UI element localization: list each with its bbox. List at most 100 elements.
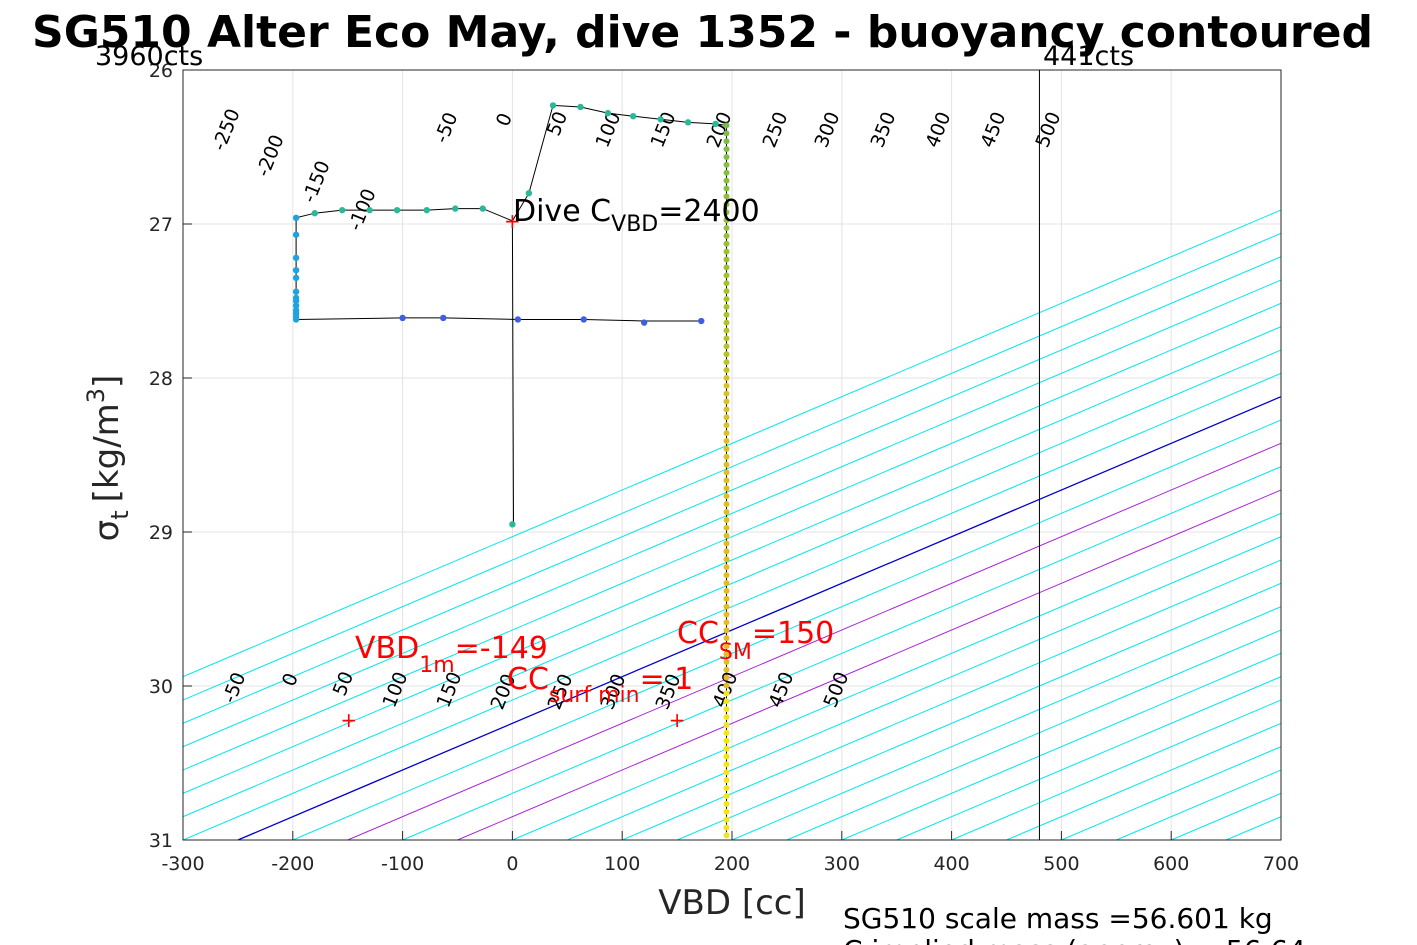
data-point bbox=[723, 256, 730, 263]
data-point bbox=[723, 122, 730, 129]
data-point bbox=[723, 437, 730, 444]
data-point bbox=[723, 374, 730, 381]
data-point bbox=[292, 307, 300, 314]
contour-line bbox=[237, 395, 1281, 840]
data-point bbox=[723, 761, 730, 768]
data-point bbox=[723, 595, 730, 602]
data-point bbox=[723, 800, 730, 807]
data-point bbox=[723, 146, 730, 153]
contour-line bbox=[512, 512, 1281, 840]
data-point bbox=[723, 414, 730, 421]
data-point bbox=[723, 485, 730, 492]
chart-title: SG510 Alter Eco May, dive 1352 - buoyanc… bbox=[32, 7, 1373, 58]
data-point bbox=[399, 314, 406, 322]
data-point bbox=[509, 521, 516, 528]
dive-cvbd-annotation: Dive CVBD=2400 bbox=[513, 194, 760, 237]
data-point bbox=[723, 351, 730, 358]
contour-line bbox=[731, 606, 1281, 840]
data-point bbox=[723, 398, 730, 405]
contour-label-top: -250 bbox=[208, 106, 245, 154]
contour-line bbox=[457, 489, 1281, 840]
data-point bbox=[723, 445, 730, 452]
y-axis-sup: 3 bbox=[82, 388, 110, 403]
data-point bbox=[723, 572, 730, 579]
x-tick-label: 400 bbox=[933, 853, 969, 875]
data-point bbox=[723, 643, 730, 650]
data-point bbox=[292, 214, 300, 222]
data-point bbox=[723, 824, 730, 831]
contour-line bbox=[1391, 70, 1417, 840]
x-tick-label: 700 bbox=[1263, 853, 1299, 875]
data-point bbox=[723, 453, 730, 460]
data-point bbox=[723, 714, 730, 721]
data-point bbox=[723, 232, 730, 239]
data-point bbox=[723, 579, 730, 586]
x-tick-label: 100 bbox=[604, 853, 640, 875]
contour-lines bbox=[183, 70, 1417, 840]
y-tick-label: 30 bbox=[149, 676, 173, 698]
x-tick-label: -200 bbox=[271, 853, 314, 875]
contour-line bbox=[1006, 722, 1281, 840]
data-point bbox=[723, 138, 730, 145]
data-point bbox=[723, 224, 730, 231]
y-axis-sub: t bbox=[106, 510, 134, 519]
contour-label-top: 250 bbox=[758, 109, 792, 151]
footer-scale-mass: SG510 scale mass =56.601 kg bbox=[843, 902, 1273, 935]
contour-line bbox=[1171, 792, 1281, 840]
x-tick-label: 200 bbox=[714, 853, 750, 875]
data-point bbox=[723, 422, 730, 429]
data-point bbox=[723, 335, 730, 342]
data-point bbox=[723, 153, 730, 160]
data-point bbox=[723, 461, 730, 468]
data-point bbox=[723, 390, 730, 397]
contour-line bbox=[183, 349, 1281, 818]
vbd-1m-marker: + bbox=[340, 708, 357, 732]
dive-cvbd-marker: + bbox=[504, 209, 521, 233]
data-point bbox=[723, 611, 730, 618]
series-trace bbox=[295, 104, 727, 833]
contour-label-top: 0 bbox=[492, 110, 517, 129]
contour-label-top: -200 bbox=[252, 132, 289, 180]
data-point bbox=[723, 311, 730, 318]
x-tick-label: 300 bbox=[824, 853, 860, 875]
data-point bbox=[723, 745, 730, 752]
data-point bbox=[292, 294, 300, 302]
contour-line bbox=[183, 372, 1281, 840]
x-tick-label: 500 bbox=[1043, 853, 1079, 875]
contour-label-bottom: 0 bbox=[278, 670, 303, 689]
footer-implied-mass: C implied mass (approx) = 56.64 bbox=[843, 934, 1306, 945]
contour-labels: -250-200-150-100-50 0 50 100 150 200 250 300 350… bbox=[208, 106, 1065, 713]
vbd-1m-annotation: VBD1m=-149 bbox=[355, 631, 548, 678]
contour-label-top: 500 bbox=[1031, 109, 1065, 151]
grid-lines bbox=[183, 70, 1281, 840]
x-tick-label: -300 bbox=[161, 853, 204, 875]
data-point bbox=[366, 206, 373, 214]
data-point bbox=[723, 240, 730, 247]
data-point bbox=[723, 627, 730, 634]
contour-line bbox=[183, 256, 1281, 724]
data-point bbox=[723, 674, 730, 681]
data-point bbox=[723, 161, 730, 168]
data-point bbox=[629, 113, 637, 120]
data-point bbox=[292, 231, 300, 238]
data-point bbox=[723, 295, 730, 302]
contour-line bbox=[347, 442, 1281, 840]
y-tick-label: 27 bbox=[149, 214, 173, 236]
data-point bbox=[723, 406, 730, 413]
data-point bbox=[723, 493, 730, 500]
contour-line bbox=[183, 302, 1281, 771]
data-point bbox=[723, 721, 730, 728]
data-point bbox=[723, 264, 730, 271]
x-tick-label: 0 bbox=[506, 853, 518, 875]
contour-line bbox=[183, 232, 1281, 701]
data-point bbox=[723, 785, 730, 792]
data-point bbox=[723, 816, 730, 823]
svg-text:σt[kg/m3]: σt [kg/m3] bbox=[82, 375, 134, 542]
data-point bbox=[723, 209, 730, 216]
data-point bbox=[393, 206, 401, 214]
data-point bbox=[604, 109, 612, 117]
data-point bbox=[723, 832, 730, 839]
data-point bbox=[723, 248, 730, 255]
data-point bbox=[723, 524, 730, 531]
data-point bbox=[723, 201, 730, 208]
